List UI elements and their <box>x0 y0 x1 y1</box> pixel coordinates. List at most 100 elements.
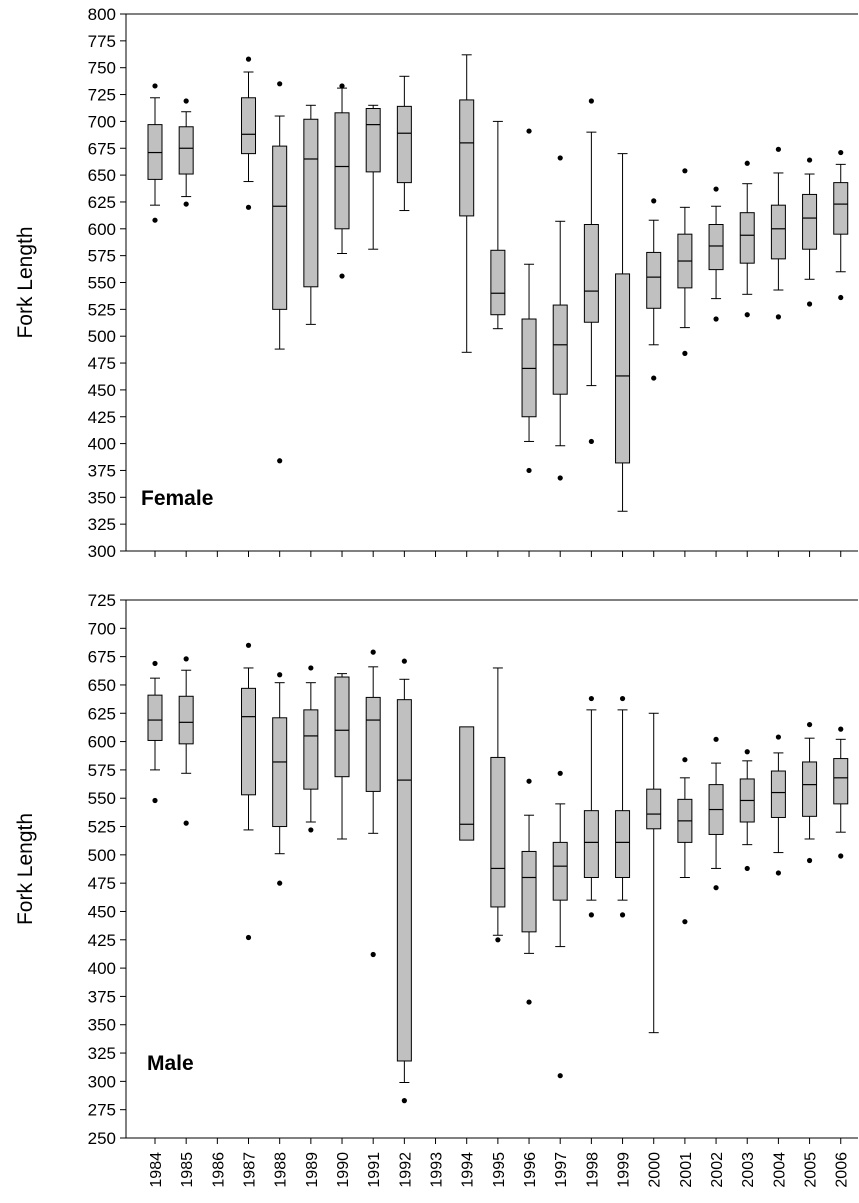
y-tick-label: 675 <box>88 139 116 158</box>
outlier-point <box>277 81 283 87</box>
y-tick-label: 425 <box>88 408 116 427</box>
outlier-point <box>183 656 189 662</box>
iqr-box <box>521 850 537 933</box>
box-1989 <box>303 104 319 325</box>
outlier-point <box>806 857 813 864</box>
iqr-box <box>241 687 257 796</box>
outlier-point <box>152 660 158 667</box>
x-tick-label: 1989 <box>304 1152 321 1188</box>
y-tick-label: 500 <box>88 327 116 346</box>
iqr-box <box>365 696 381 792</box>
x-tick-label: 2003 <box>740 1152 757 1188</box>
iqr-box <box>646 251 662 309</box>
outlier-point <box>588 438 594 445</box>
outlier-point <box>183 820 189 826</box>
iqr-box <box>833 182 849 235</box>
iqr-box <box>334 112 350 230</box>
x-tick-label: 2001 <box>678 1152 695 1188</box>
iqr-box <box>552 841 568 901</box>
y-tick-label: 725 <box>88 86 116 105</box>
outlier-point <box>339 83 345 89</box>
outlier-point <box>713 885 719 891</box>
iqr-box <box>615 273 631 464</box>
outlier-point <box>370 649 376 655</box>
y-tick-label: 800 <box>88 5 116 24</box>
x-tick-label: 1986 <box>210 1152 227 1188</box>
box-2004 <box>770 734 786 876</box>
y-tick-label: 475 <box>88 874 116 893</box>
iqr-box <box>396 699 412 1062</box>
outlier-point <box>806 157 813 163</box>
box-1991 <box>365 649 381 958</box>
outlier-point <box>245 642 252 648</box>
female-panel: 300 325 350 375 400 425 450 475 500 525 550 575 600 6… <box>14 5 858 561</box>
outlier-point <box>588 98 594 104</box>
box-1990 <box>334 673 350 840</box>
outlier-point <box>152 797 158 804</box>
box-2006 <box>833 149 849 301</box>
box-1995 <box>490 120 506 330</box>
iqr-box <box>583 224 599 323</box>
iqr-box <box>459 726 475 841</box>
outlier-point <box>806 721 813 728</box>
box-1997 <box>552 155 568 481</box>
panel-label: Female <box>141 487 213 510</box>
y-tick-label: 400 <box>88 959 116 978</box>
iqr-box <box>241 97 257 155</box>
x-tick-label: 1987 <box>242 1152 259 1188</box>
iqr-box <box>646 788 662 830</box>
y-tick-label: 600 <box>88 733 116 752</box>
iqr-box <box>802 193 818 250</box>
iqr-box <box>833 758 849 805</box>
iqr-box <box>490 756 506 908</box>
box-2003 <box>739 749 755 872</box>
box-2000 <box>646 198 662 381</box>
outlier-point <box>308 665 314 671</box>
x-tick-label: 1984 <box>148 1152 165 1188</box>
y-tick-label: 375 <box>88 987 116 1006</box>
iqr-box <box>770 204 786 260</box>
box-1999 <box>615 695 631 918</box>
x-tick-label: 1990 <box>335 1152 352 1188</box>
outlier-point <box>775 870 782 876</box>
outlier-point <box>838 149 844 156</box>
outlier-point <box>183 98 189 104</box>
x-tick-label: 1988 <box>273 1152 290 1188</box>
iqr-box <box>490 249 506 316</box>
outlier-point <box>588 695 594 702</box>
x-tick-label: 1993 <box>429 1152 446 1188</box>
outlier-point <box>245 934 252 941</box>
outlier-point <box>682 757 688 763</box>
box-2002 <box>708 186 724 322</box>
iqr-box <box>615 810 631 878</box>
outlier-point <box>744 160 750 166</box>
y-tick-label: 250 <box>88 1129 116 1148</box>
outlier-point <box>152 217 158 223</box>
y-tick-label: 575 <box>88 761 116 780</box>
x-tick-label: 1994 <box>460 1152 477 1188</box>
outlier-point <box>277 458 283 464</box>
outlier-point <box>682 919 688 925</box>
y-tick-label: 650 <box>88 166 116 185</box>
outlier-point <box>339 273 345 279</box>
x-tick-label: 2002 <box>709 1152 726 1188</box>
y-tick-label: 325 <box>88 1044 116 1063</box>
y-tick-label: 575 <box>88 247 116 266</box>
outlier-point <box>713 316 719 322</box>
outlier-point <box>557 155 563 161</box>
y-tick-label: 275 <box>88 1101 116 1120</box>
outlier-point <box>152 83 158 89</box>
box-1996 <box>521 778 537 1005</box>
iqr-box <box>303 709 319 790</box>
outlier-point <box>526 778 532 784</box>
x-tick-label: 1996 <box>522 1152 539 1188</box>
y-tick-label: 300 <box>88 542 116 561</box>
box-1987 <box>241 642 257 941</box>
outlier-point <box>651 198 657 204</box>
box-1992 <box>396 658 412 1104</box>
outlier-point <box>619 695 626 702</box>
iqr-box <box>178 695 194 745</box>
outlier-point <box>838 726 844 732</box>
box-2000 <box>646 712 662 1034</box>
box-1984 <box>147 83 163 223</box>
